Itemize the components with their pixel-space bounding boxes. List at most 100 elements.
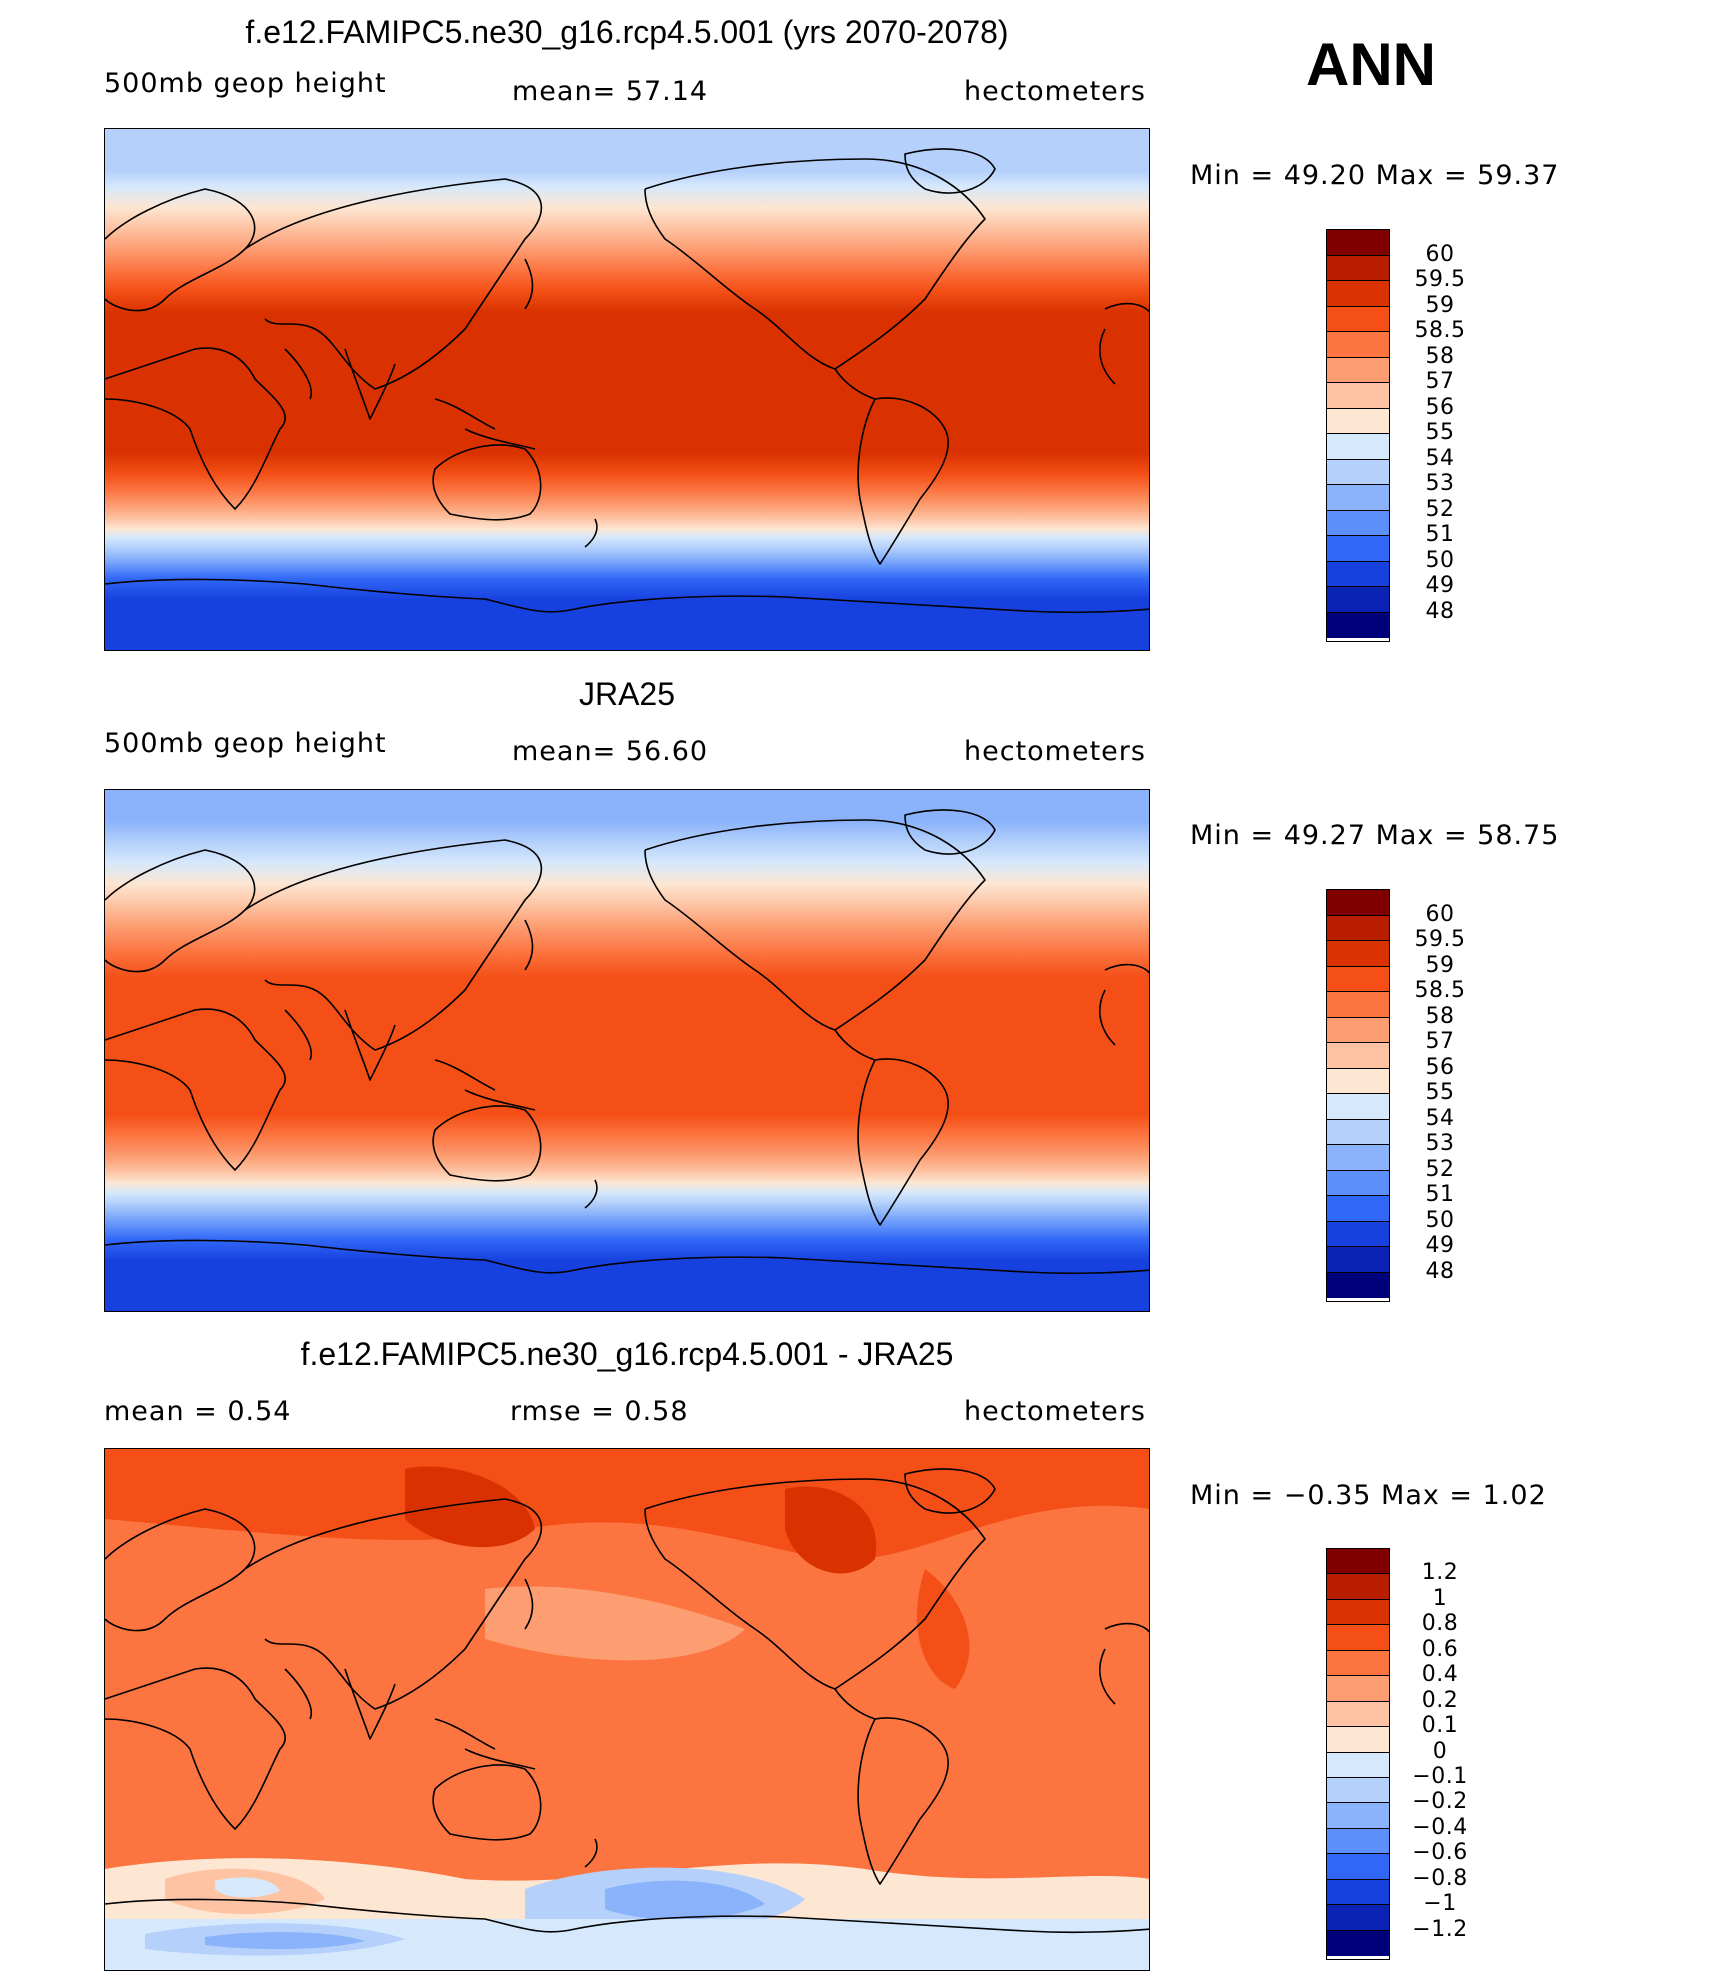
colorbar-tick-label: 59	[1425, 952, 1455, 978]
colorbar-box	[1327, 1879, 1389, 1906]
colorbar-tick-label: 51	[1425, 522, 1455, 547]
colorbar-box	[1327, 1272, 1389, 1298]
colorbar-tick-label: −1.2	[1412, 1916, 1468, 1942]
colorbar-box	[1327, 587, 1389, 613]
colorbar-box	[1327, 941, 1389, 967]
colorbar-box	[1327, 230, 1389, 256]
colorbar-tick-label: 0	[1432, 1738, 1448, 1764]
colorbar-box	[1327, 1549, 1389, 1575]
colorbar-tick-label: 51	[1425, 1182, 1455, 1207]
panel-2-field	[105, 790, 1149, 1311]
colorbar-tick-label: 59.5	[1414, 927, 1466, 952]
colorbar-box	[1327, 1752, 1389, 1778]
colorbar-tick-label: 59	[1425, 292, 1455, 318]
colorbar-tick-label: 1	[1432, 1585, 1448, 1611]
colorbar-box	[1327, 1803, 1389, 1829]
colorbar-tick-label: 49	[1425, 573, 1455, 598]
colorbar-box	[1327, 992, 1389, 1018]
colorbar-box	[1327, 1017, 1389, 1043]
colorbar-tick-label: 58.5	[1414, 978, 1466, 1003]
panel-1-minmax: Min = 49.20 Max = 59.37	[1190, 160, 1560, 191]
panel-1-map	[104, 128, 1150, 651]
colorbar-tick-label: 57	[1425, 369, 1455, 394]
colorbar-tick-label: 52	[1425, 496, 1455, 522]
colorbar-box	[1327, 1043, 1389, 1069]
panel-1-units-label: hectometers	[964, 76, 1146, 107]
colorbar-box	[1327, 1574, 1389, 1600]
colorbar-tick-label: 54	[1425, 1105, 1455, 1131]
colorbar-tick-label: 52	[1425, 1156, 1455, 1182]
colorbar-tick-label: 0.6	[1421, 1636, 1459, 1662]
panel-1-colorbar	[1326, 229, 1390, 642]
colorbar-tick-label: 1.2	[1421, 1560, 1459, 1586]
colorbar-box	[1327, 1905, 1389, 1931]
colorbar-tick-label: 59.5	[1414, 267, 1466, 292]
colorbar-tick-label: 58.5	[1414, 318, 1466, 343]
colorbar-box	[1327, 357, 1389, 383]
colorbar-tick-label: 0.1	[1421, 1713, 1459, 1739]
panel-3-map	[104, 1448, 1150, 1971]
colorbar-box	[1327, 966, 1389, 992]
colorbar-box	[1327, 612, 1389, 638]
colorbar-box	[1327, 255, 1389, 281]
colorbar-box	[1327, 1170, 1389, 1196]
colorbar-tick-label: 54	[1425, 445, 1455, 471]
panel-2-title: JRA25	[578, 676, 676, 712]
colorbar-tick-label: −0.1	[1412, 1763, 1468, 1789]
panel-1-field	[105, 129, 1149, 650]
colorbar-box	[1327, 1650, 1389, 1677]
colorbar-box	[1327, 1145, 1389, 1171]
colorbar-tick-label: 50	[1425, 1207, 1455, 1233]
colorbar-box	[1327, 434, 1389, 460]
panel-1-mean-label: mean= 57.14	[512, 76, 709, 107]
panel-2-variable-label: 500mb geop height	[104, 728, 387, 759]
colorbar-tick-label: 58	[1425, 1003, 1455, 1029]
colorbar-tick-label: 60	[1425, 241, 1455, 267]
panel-3-title: f.e12.FAMIPC5.ne30_g16.rcp4.5.001 - JRA2…	[300, 1336, 954, 1372]
colorbar-tick-label: 0.8	[1421, 1611, 1459, 1637]
colorbar-tick-label: 49	[1425, 1233, 1455, 1258]
colorbar-box	[1327, 1247, 1389, 1273]
colorbar-box	[1327, 561, 1389, 587]
colorbar-tick-label: −0.8	[1412, 1865, 1468, 1891]
colorbar-tick-label: 48	[1425, 598, 1455, 624]
colorbar-box	[1327, 1625, 1389, 1651]
colorbar-box	[1327, 890, 1389, 916]
panel-2-units-label: hectometers	[964, 736, 1146, 767]
colorbar-box	[1327, 383, 1389, 409]
colorbar-box	[1327, 1777, 1389, 1804]
colorbar-tick-label: 60	[1425, 901, 1455, 927]
colorbar-box	[1327, 1094, 1389, 1120]
panel-2-map	[104, 789, 1150, 1312]
colorbar-box	[1327, 1727, 1389, 1753]
panel-3-rmse-label: rmse = 0.58	[510, 1396, 689, 1427]
colorbar-tick-label: 0.4	[1421, 1662, 1459, 1688]
colorbar-box	[1327, 1196, 1389, 1222]
colorbar-box	[1327, 306, 1389, 332]
season-label: ANN	[1306, 31, 1436, 98]
colorbar-tick-label: 55	[1425, 1080, 1455, 1105]
colorbar-tick-label: −0.4	[1412, 1814, 1468, 1840]
colorbar-box	[1327, 1701, 1389, 1728]
panel-2-colorbar	[1326, 889, 1390, 1302]
colorbar-box	[1327, 1068, 1389, 1094]
colorbar-box	[1327, 1119, 1389, 1145]
panel-3-units-label: hectometers	[964, 1396, 1146, 1427]
colorbar-tick-label: −1	[1423, 1891, 1457, 1917]
colorbar-box	[1327, 1828, 1389, 1855]
colorbar-tick-label: 53	[1425, 471, 1455, 496]
colorbar-box	[1327, 281, 1389, 307]
colorbar-box	[1327, 915, 1389, 941]
colorbar-box	[1327, 1930, 1389, 1956]
colorbar-box	[1327, 1599, 1389, 1626]
colorbar-tick-label: 55	[1425, 420, 1455, 445]
colorbar-tick-label: 50	[1425, 547, 1455, 573]
colorbar-box	[1327, 408, 1389, 434]
colorbar-tick-label: −0.6	[1412, 1840, 1468, 1866]
colorbar-box	[1327, 1221, 1389, 1247]
colorbar-tick-label: 56	[1425, 394, 1455, 420]
colorbar-box	[1327, 459, 1389, 485]
panel-2-mean-label: mean= 56.60	[512, 736, 709, 767]
colorbar-box	[1327, 510, 1389, 536]
panel-3-minmax: Min = −0.35 Max = 1.02	[1190, 1480, 1547, 1511]
